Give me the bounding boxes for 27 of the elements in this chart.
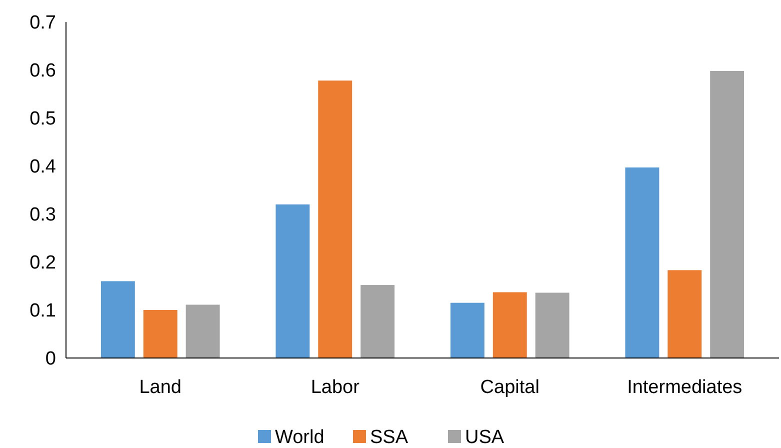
y-tick-label: 0.1	[30, 300, 56, 322]
legend-label: USA	[465, 427, 504, 448]
y-tick-label: 0.7	[30, 12, 56, 34]
legend-label: SSA	[370, 427, 408, 448]
bar	[492, 292, 527, 358]
bar	[186, 304, 220, 358]
x-tick-label: Labor	[310, 377, 360, 398]
bar	[143, 310, 178, 358]
bar	[276, 204, 310, 358]
x-tick-label: Land	[139, 377, 182, 398]
bar	[535, 292, 570, 358]
bar	[450, 302, 484, 358]
y-tick-label: 0.4	[30, 156, 56, 178]
y-tick-label: 0.2	[30, 252, 56, 274]
bar	[318, 80, 352, 358]
x-tick-label: Capital	[480, 377, 540, 398]
legend-label: World	[275, 427, 324, 448]
bar	[625, 167, 660, 358]
bar	[668, 270, 702, 358]
y-tick-label: 0.6	[30, 60, 56, 82]
bar	[710, 70, 744, 358]
y-tick-label: 0	[45, 348, 56, 370]
bar	[360, 285, 395, 358]
x-tick-label: Intermediates	[627, 377, 742, 398]
y-tick-label: 0.3	[30, 204, 56, 226]
bar	[100, 281, 135, 358]
y-tick-label: 0.5	[30, 108, 56, 130]
